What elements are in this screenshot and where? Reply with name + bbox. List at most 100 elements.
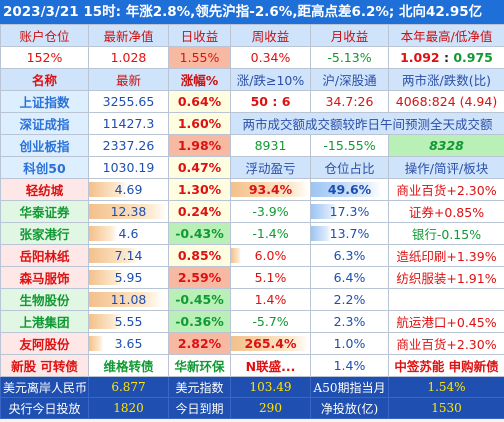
index-last: 1030.19 [88,156,169,179]
index-name[interactable]: 深证成指 [0,112,89,135]
index-row[interactable]: 深证成指 11427.3 1.60% 两市成交额成交额较昨日午间预测全天成交额 [0,112,504,135]
stock-pnl: 1.4% [230,288,311,311]
stock-price: 11.08 [88,288,169,311]
stock-pnl: 5.1% [230,266,311,289]
maturity-value: 290 [230,397,311,419]
pnl-bar [231,336,309,351]
stock-change: -0.43% [168,222,231,245]
index-row[interactable]: 上证指数 3255.65 0.64% 50 : 6 34.7:26 4068:8… [0,90,504,113]
stock-change: 1.30% [168,178,231,201]
stock-change: 2.82% [168,332,231,355]
stock-row[interactable]: 华泰证券 12.38 0.24% -3.9% 17.3% 证券+0.85% [0,200,504,223]
index-change: 1.98% [168,134,231,157]
price-bar [89,314,121,329]
stock-name[interactable]: 轻纺城 [0,178,89,201]
pboc-injection-value: 1820 [88,397,169,419]
col-change: 涨幅% [168,68,231,91]
stock-name[interactable]: 华泰证券 [0,200,89,223]
stock-row[interactable]: 森马服饰 5.95 2.59% 5.1% 6.4% 纺织服装+1.91% [0,266,504,289]
index-last: 11427.3 [88,112,169,135]
a50-label: A50期指当月 [310,376,389,398]
index-change: 0.47% [168,156,231,179]
stock-note: 航运港口+0.45% [388,310,504,333]
usdcnh-label: 美元离岸人民币 [0,376,89,398]
col-day-return: 日收益 [168,24,231,47]
position-bar [311,204,337,219]
stock-pnl: -3.9% [230,200,311,223]
index-name[interactable]: 上证指数 [0,90,89,113]
new-issue-row[interactable]: 新股 可转债 维格转债 华新环保 N联盛... 1.4% 中签苏能 申购新债 [0,354,504,377]
col-position-ratio: 仓位占比 [310,156,389,179]
stock-note: 商业百货+2.30% [388,332,504,355]
index-last: 2337.26 [88,134,169,157]
position-bar [311,226,331,241]
stock-pnl: 93.4% [230,178,311,201]
stock-price: 5.55 [88,310,169,333]
year-high-low-value: 1.092 : 0.975 [388,46,504,69]
stock-row[interactable]: 上港集团 5.55 -0.36% -5.7% 2.3% 航运港口+0.45% [0,310,504,333]
index-row[interactable]: 创业板指 2337.26 1.98% 8931 -15.55% 8328 [0,134,504,157]
dxy-value: 103.49 [230,376,311,398]
stock-pnl: 6.0% [230,244,311,267]
stock-name[interactable]: 友阿股份 [0,332,89,355]
stock-name[interactable]: 生物股份 [0,288,89,311]
new-bond-1[interactable]: 维格转债 [88,354,169,377]
stock-pnl: 265.4% [230,332,311,355]
limit-up-down: 50 : 6 [230,90,311,113]
stock-note: 造纸印刷+1.39% [388,244,504,267]
col-operation-note: 操作/简评/板块 [388,156,504,179]
col-month-return: 月收益 [310,24,389,47]
stock-change: -0.45% [168,288,231,311]
stock-name[interactable]: 岳阳林纸 [0,244,89,267]
stock-change: 0.85% [168,244,231,267]
new-issue-position: 1.4% [310,354,389,377]
stock-name[interactable]: 森马服饰 [0,266,89,289]
turnover-value: 8931 [230,134,311,157]
footer-row-pboc: 央行今日投放 1820 今日到期 290 净投放(亿) 1530 [0,397,504,419]
col-advance-decline: 两市涨/跌数(比) [388,68,504,91]
stock-row[interactable]: 张家港行 4.6 -0.43% -1.4% 13.7% 银行-0.15% [0,222,504,245]
col-last: 最新 [88,68,169,91]
stock-row[interactable]: 生物股份 11.08 -0.45% 1.4% 2.2% [0,288,504,311]
stock-row[interactable]: 岳阳林纸 7.14 0.85% 6.0% 6.3% 造纸印刷+1.39% [0,244,504,267]
stock-position: 6.3% [310,244,389,267]
day-return-value: 1.55% [168,46,231,69]
price-bar [89,248,139,263]
turnover-change: -15.55% [310,134,389,157]
new-stock-2[interactable]: N联盛... [230,354,311,377]
stock-position: 17.3% [310,200,389,223]
stock-row[interactable]: 友阿股份 3.65 2.82% 265.4% 1.0% 商业百货+2.30% [0,332,504,355]
stock-note: 证券+0.85% [388,200,504,223]
price-bar [89,226,117,241]
stock-change: -0.36% [168,310,231,333]
col-connect: 沪/深股通 [310,68,389,91]
col-floating-pnl: 浮动盈亏 [230,156,311,179]
index-row[interactable]: 科创50 1030.19 0.47% 浮动盈亏 仓位占比 操作/简评/板块 [0,156,504,179]
stock-position: 2.3% [310,310,389,333]
stock-pnl: -5.7% [230,310,311,333]
index-name[interactable]: 创业板指 [0,134,89,157]
stock-change: 0.24% [168,200,231,223]
index-header-row: 名称 最新 涨幅% 涨/跌≥10% 沪/深股通 两市涨/跌数(比) [0,68,504,91]
week-return-value: 0.34% [230,46,311,69]
new-stock-1[interactable]: 华新环保 [168,354,231,377]
new-issue-label[interactable]: 新股 可转债 [0,354,89,377]
stock-note: 纺织服装+1.91% [388,266,504,289]
account-header-row: 账户仓位 最新净值 日收益 周收益 月收益 本年最高/低净值 [0,24,504,47]
header-title: 2023/3/21 15时: 年涨2.8%,领先沪指-2.6%,距高点差6.2%… [0,0,504,24]
stock-row[interactable]: 轻纺城 4.69 1.30% 93.4% 49.6% 商业百货+2.30% [0,178,504,201]
col-net-value: 最新净值 [88,24,169,47]
main-table: 账户仓位 最新净值 日收益 周收益 月收益 本年最高/低净值 152% 1.02… [0,24,504,419]
col-name: 名称 [0,68,89,91]
month-return-value: -5.13% [310,46,389,69]
col-account-position: 账户仓位 [0,24,89,47]
stock-position: 2.2% [310,288,389,311]
stock-name[interactable]: 上港集团 [0,310,89,333]
stock-name[interactable]: 张家港行 [0,222,89,245]
index-name[interactable]: 科创50 [0,156,89,179]
stock-price: 7.14 [88,244,169,267]
stock-note: 商业百货+2.30% [388,178,504,201]
dxy-label: 美元指数 [168,376,231,398]
position-bar [311,182,381,197]
